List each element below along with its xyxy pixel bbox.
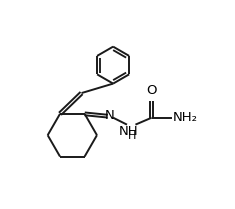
Text: N: N [105,109,115,122]
Text: O: O [146,84,157,97]
Text: H: H [127,131,136,141]
Text: NH: NH [119,125,138,138]
Text: NH₂: NH₂ [173,111,198,124]
